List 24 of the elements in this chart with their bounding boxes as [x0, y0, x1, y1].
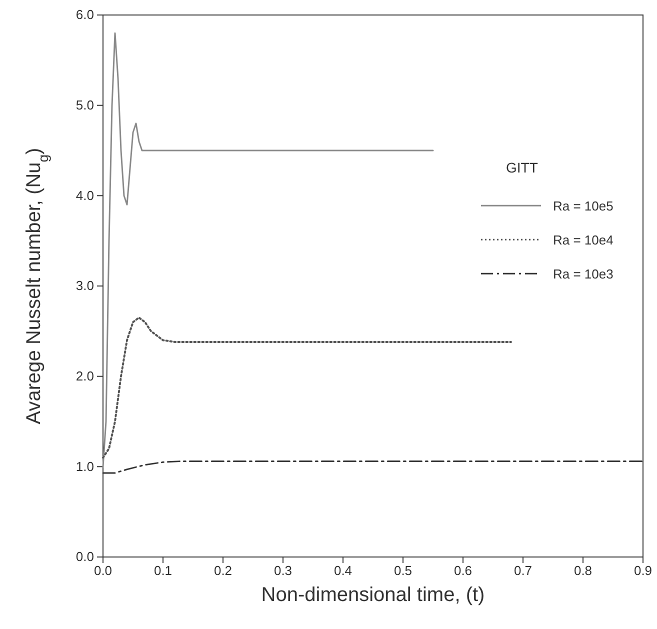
x-tick-label: 0.9 — [634, 563, 652, 578]
y-tick-label: 1.0 — [76, 458, 94, 474]
line-series — [102, 316, 512, 459]
x-tick-label: 0.2 — [214, 563, 232, 578]
legend-label: Ra = 10e3 — [553, 266, 614, 282]
x-tick-label: 0.7 — [514, 563, 532, 578]
legend-title: GITT — [506, 160, 538, 176]
line-series — [102, 32, 434, 468]
y-tick-label: 0.0 — [76, 549, 94, 564]
y-tick-label: 3.0 — [76, 278, 94, 294]
legend-label: Ra = 10e4 — [553, 232, 614, 248]
x-tick-label: 0.5 — [394, 563, 412, 578]
x-tick-label: 0.4 — [334, 563, 352, 578]
x-tick-label: 0.8 — [574, 563, 592, 578]
x-tick-label: 0.0 — [94, 563, 112, 578]
x-tick-label: 0.3 — [274, 563, 292, 578]
legend-label: Ra = 10e5 — [553, 198, 614, 214]
x-tick-label: 0.6 — [454, 563, 472, 578]
y-tick-label: 6.0 — [76, 7, 94, 22]
y-tick-label: 4.0 — [76, 188, 94, 203]
x-axis-title: Non-dimensional time, (t) — [261, 584, 485, 606]
y-tick-label: 2.0 — [76, 368, 94, 384]
x-tick-label: 0.1 — [154, 563, 172, 578]
y-tick-label: 5.0 — [76, 97, 94, 112]
